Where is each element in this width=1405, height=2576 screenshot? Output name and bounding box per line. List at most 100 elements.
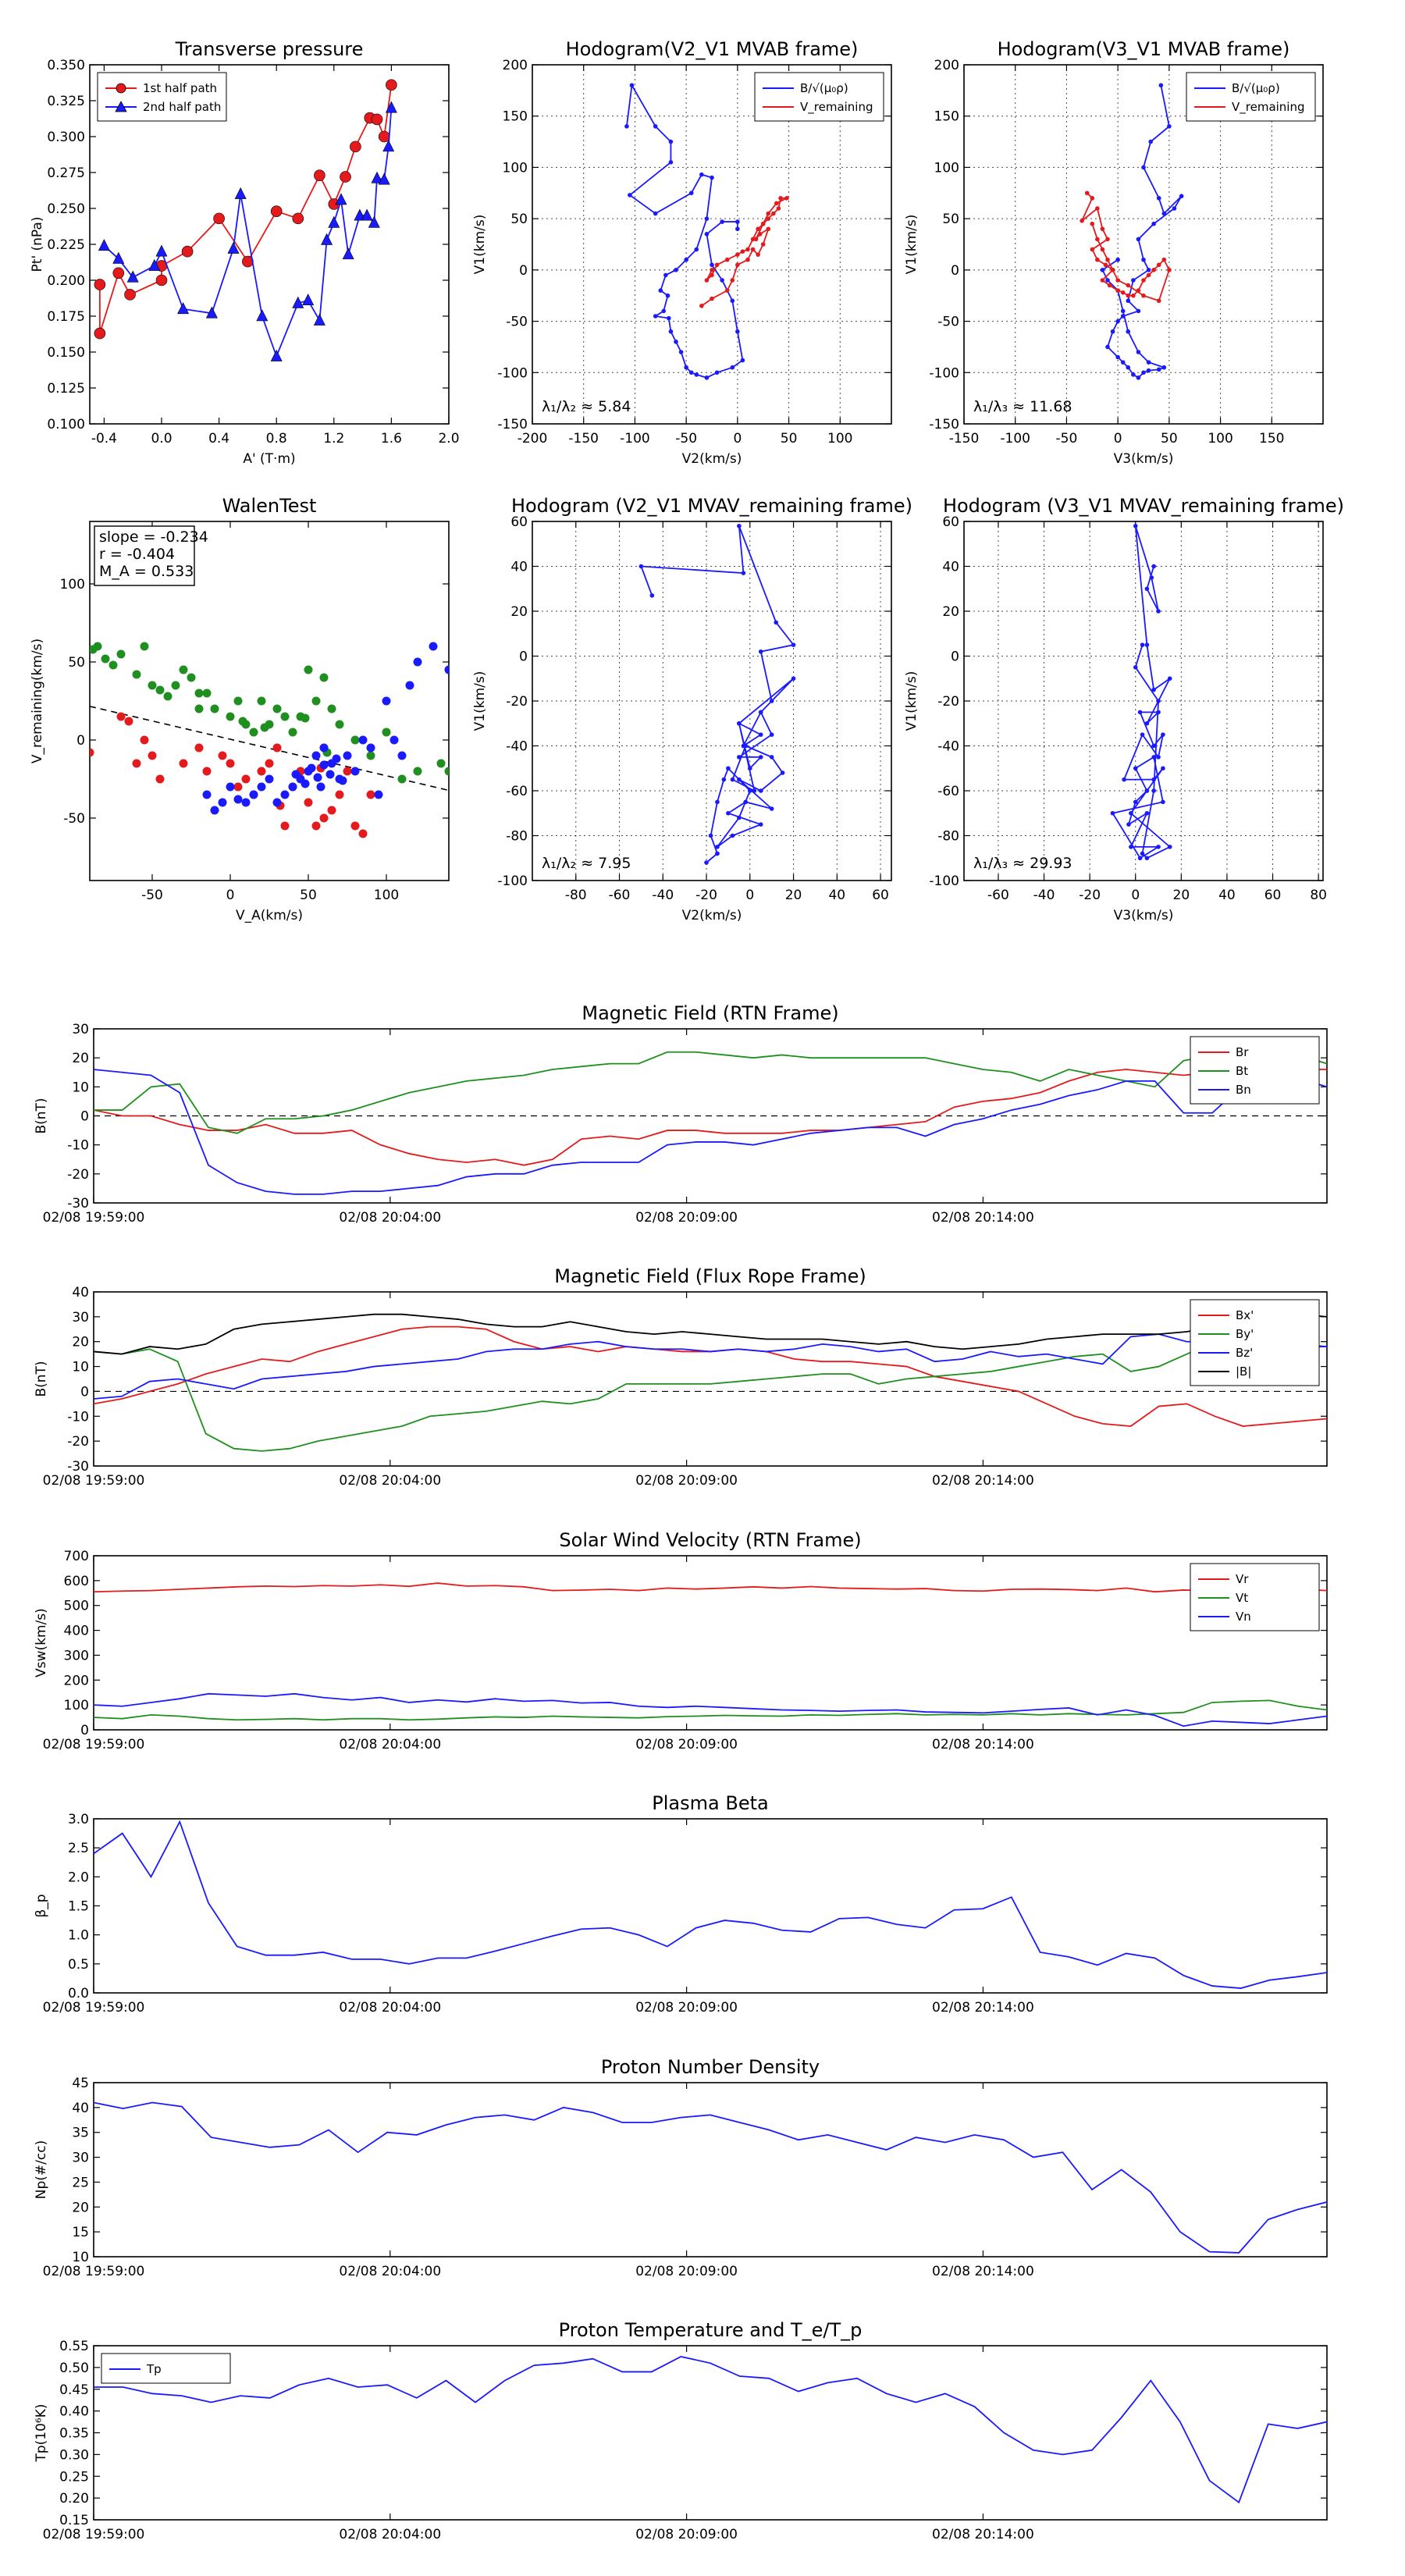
x-tick-label: 02/08 20:14:00 (932, 1737, 1034, 1752)
series-line-Np (94, 2101, 1327, 2254)
data-point (205, 306, 218, 318)
legend-label: By' (1236, 1327, 1254, 1341)
series-line-Bz' (94, 1333, 1327, 1400)
data-point (116, 712, 126, 721)
data-point (292, 212, 304, 225)
y-tick-label: 0.200 (47, 273, 85, 289)
data-point (218, 798, 227, 807)
data-point (1156, 845, 1161, 849)
legend-label: V_remaining (1232, 100, 1305, 115)
data-point (242, 255, 254, 268)
data-point (1156, 262, 1161, 268)
data-point (1136, 308, 1141, 314)
y-axis-label: B(nT) (34, 1098, 49, 1133)
plot-area (90, 642, 449, 838)
data-point (791, 676, 796, 681)
data-point (663, 272, 668, 278)
data-point (288, 782, 297, 792)
data-point (737, 523, 742, 528)
data-point (1151, 221, 1156, 226)
data-point (1090, 196, 1095, 201)
data-point (1151, 755, 1156, 760)
y-tick-label: 200 (934, 58, 959, 73)
data-point (730, 298, 735, 304)
data-point (1115, 257, 1120, 262)
y-tick-label: 2.5 (68, 1841, 89, 1856)
data-point (226, 759, 235, 768)
data-point (1103, 262, 1108, 268)
x-tick-label: 20 (1173, 888, 1190, 903)
data-point (366, 790, 375, 799)
x-tick-label: -40 (652, 888, 674, 903)
data-point (724, 288, 730, 293)
y-tick-label: 0.250 (47, 201, 85, 217)
data-point (1131, 293, 1136, 298)
data-point (397, 774, 407, 784)
series-line-Vr (94, 1580, 1327, 1593)
x-tick-label: -100 (620, 431, 650, 447)
data-point (378, 173, 390, 185)
y-axis-label: B(nT) (34, 1361, 49, 1397)
data-point (1167, 845, 1172, 849)
data-point (90, 748, 94, 757)
data-point (124, 717, 133, 726)
x-tick-label: 02/08 20:14:00 (932, 1473, 1034, 1489)
y-tick-label: 0.20 (59, 2491, 89, 2507)
x-tick-label: 02/08 20:09:00 (635, 2000, 738, 2016)
data-point (1151, 268, 1156, 272)
plot-frame (93, 2082, 1328, 2258)
data-point (638, 564, 644, 569)
data-point (368, 215, 380, 228)
data-point (260, 723, 269, 732)
data-point (1146, 268, 1151, 272)
data-point (1140, 851, 1145, 856)
data-point (752, 788, 757, 793)
data-point (699, 172, 704, 177)
legend-label: Vn (1236, 1610, 1251, 1624)
data-point (661, 308, 667, 314)
data-point (358, 735, 368, 745)
x-tick-label: 50 (300, 888, 317, 903)
data-point (737, 777, 742, 782)
data-point (338, 776, 347, 785)
y-tick-label: -40 (937, 739, 959, 755)
x-tick-label: 02/08 20:04:00 (339, 1737, 441, 1752)
plot-frame (89, 521, 450, 881)
data-point (1126, 293, 1131, 298)
data-point (340, 171, 351, 183)
data-point (1148, 139, 1153, 144)
data-point (1167, 676, 1172, 681)
data-point (774, 620, 779, 625)
data-point (1131, 278, 1136, 283)
y-axis-label: V_remaining(km/s) (30, 639, 45, 763)
legend-label: V_remaining (800, 100, 873, 115)
y-axis-label: V1(km/s) (904, 215, 919, 275)
data-point (405, 681, 414, 690)
series-line (103, 108, 393, 359)
data-point (1105, 237, 1110, 242)
data-point (1131, 372, 1136, 377)
data-point (758, 755, 763, 760)
data-point (1149, 575, 1154, 580)
data-point (350, 141, 361, 153)
y-tick-label: 100 (934, 160, 959, 176)
legend-label: 2nd half path (143, 100, 221, 114)
data-point (735, 219, 740, 224)
data-point (313, 773, 322, 782)
data-point (194, 743, 204, 753)
data-point (366, 743, 375, 753)
x-tick-label: 40 (828, 888, 845, 903)
data-point (743, 799, 749, 805)
data-point (1167, 124, 1172, 129)
data-point (311, 751, 321, 760)
data-point (776, 206, 781, 211)
chart-panel-3: -150 -100 -50 0 50 100 150 -150 -100 -50 0 50 100 150… (904, 38, 1324, 467)
data-point (1144, 856, 1150, 861)
y-tick-label: -80 (937, 829, 959, 845)
data-point (665, 293, 670, 298)
chart-panel-7: 02/08 19:59:00 02/08 20:04:00 02/08 20:09:… (34, 1002, 1328, 1226)
data-point (148, 681, 157, 690)
series-line-Vn (94, 1692, 1327, 1727)
data-point (1090, 247, 1095, 252)
x-tick-label: 60 (872, 888, 889, 903)
